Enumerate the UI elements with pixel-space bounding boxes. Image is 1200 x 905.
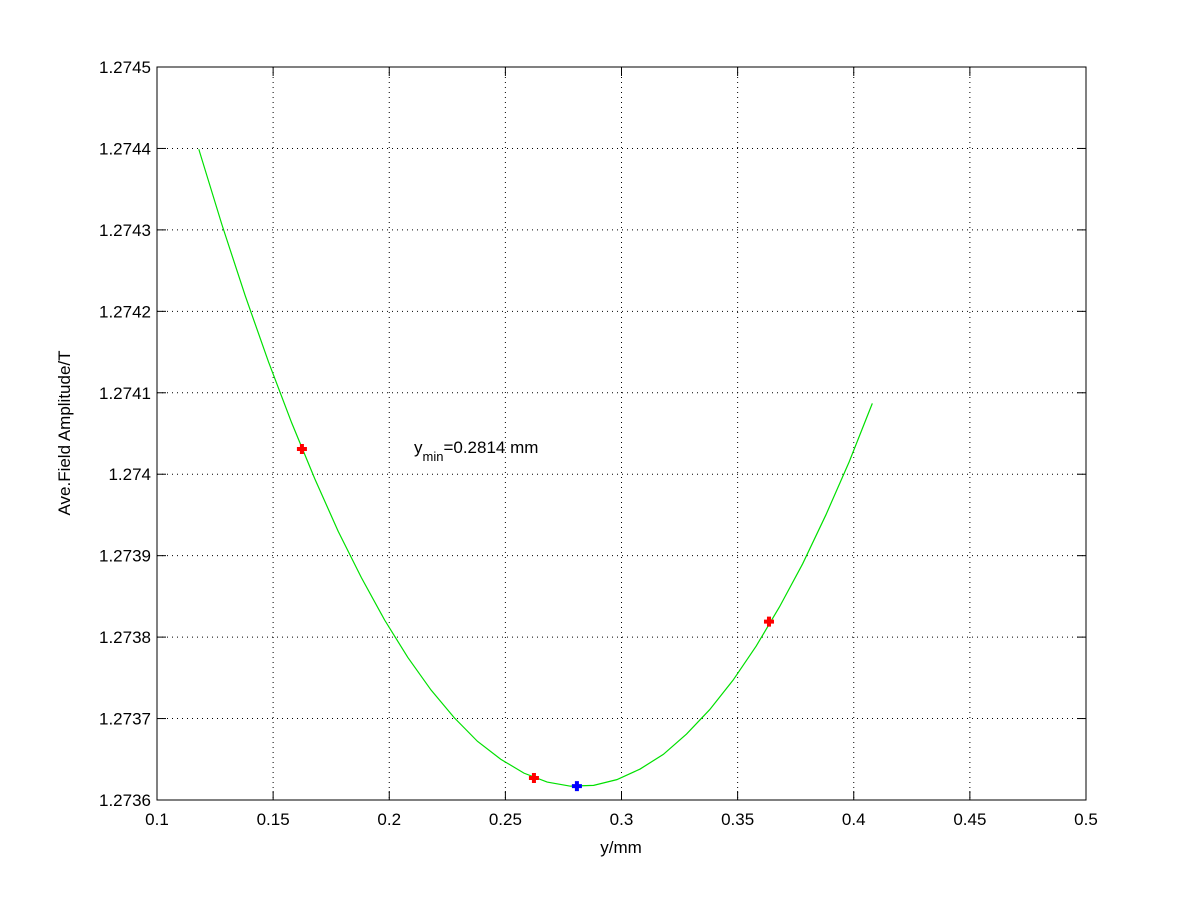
annotation-part: =0.2814 mm: [443, 438, 538, 457]
y-tick-label: 1.2737: [99, 710, 151, 729]
marker: [296, 443, 307, 454]
y-tick-label: 1.2743: [99, 221, 151, 240]
plot-frame: [156, 66, 1087, 801]
x-tick-label: 0.5: [1074, 810, 1098, 829]
y-tick-label: 1.2744: [99, 139, 151, 158]
annotation-part: min: [423, 449, 444, 464]
y-tick-label: 1.2738: [99, 628, 151, 647]
marker: [528, 773, 539, 784]
y-tick-label: 1.2741: [99, 384, 151, 403]
x-axis-label: y/mm: [600, 838, 642, 857]
x-tick-label: 0.35: [721, 810, 754, 829]
x-tick-label: 0.2: [377, 810, 401, 829]
y-tick-label: 1.274: [108, 465, 151, 484]
x-tick-label: 0.15: [257, 810, 290, 829]
y-axis-label: Ave.Field Amplitude/T: [55, 350, 74, 515]
annotation: ymin=0.2814 mm: [414, 438, 538, 464]
x-tick-label: 0.1: [145, 810, 169, 829]
x-tick-label: 0.4: [842, 810, 866, 829]
y-tick-label: 1.2736: [99, 791, 151, 810]
y-tick-label: 1.2745: [99, 58, 151, 77]
x-tick-label: 0.3: [610, 810, 634, 829]
x-tick-label: 0.45: [953, 810, 986, 829]
marker: [763, 616, 774, 627]
x-tick-label: 0.25: [489, 810, 522, 829]
annotation-part: y: [414, 438, 423, 457]
y-tick-label: 1.2739: [99, 547, 151, 566]
marker: [571, 781, 582, 792]
y-tick-label: 1.2742: [99, 302, 151, 321]
